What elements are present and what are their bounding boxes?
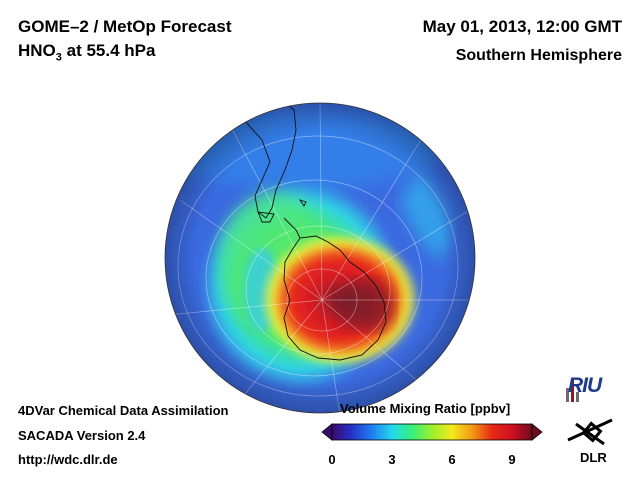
globe-shading (165, 103, 475, 413)
dlr-logo-icon (567, 418, 613, 446)
globe-outline (164, 102, 476, 414)
map-title: GOME–2 / MetOp Forecast (18, 17, 232, 36)
species-level-label: HNO3 at 55.4 hPa (18, 41, 155, 63)
forecast-datetime: May 01, 2013, 12:00 GMT (422, 17, 622, 36)
colorbar-tick-0: 0 (328, 452, 336, 467)
hemisphere-label: Southern Hemisphere (455, 47, 622, 64)
colorbar-tick-9: 9 (508, 452, 516, 467)
url-link[interactable]: http://wdc.dlr.de (18, 452, 118, 467)
colorbar-right-arrow (531, 423, 543, 441)
pressure-level: at 55.4 hPa (61, 41, 156, 60)
colorbar-tick-6: 6 (448, 452, 456, 467)
riu-logo: RIU (568, 374, 602, 397)
version-label: SACADA Version 2.4 (18, 428, 146, 443)
species-name: HNO (18, 41, 56, 60)
species-subscript: 3 (55, 51, 62, 64)
dlr-logo: DLR (580, 450, 607, 465)
method-label: 4DVar Chemical Data Assimilation (18, 403, 229, 418)
colorbar-title: Volume Mixing Ratio [ppbv] (340, 401, 511, 416)
riu-bars-icon (566, 380, 579, 402)
colorbar-tick-3: 3 (388, 452, 396, 467)
